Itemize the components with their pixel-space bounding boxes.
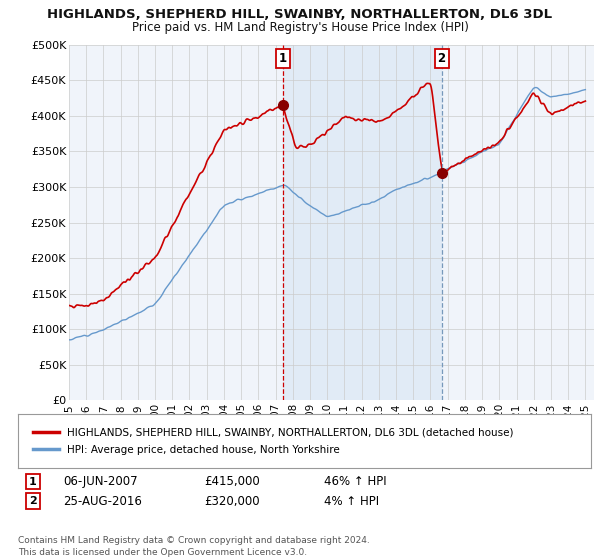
- Text: 1: 1: [29, 477, 37, 487]
- Text: 25-AUG-2016: 25-AUG-2016: [63, 494, 142, 508]
- Text: 06-JUN-2007: 06-JUN-2007: [63, 475, 137, 488]
- Text: £415,000: £415,000: [204, 475, 260, 488]
- Text: 46% ↑ HPI: 46% ↑ HPI: [324, 475, 386, 488]
- Text: 2: 2: [437, 52, 446, 65]
- Text: HIGHLANDS, SHEPHERD HILL, SWAINBY, NORTHALLERTON, DL6 3DL: HIGHLANDS, SHEPHERD HILL, SWAINBY, NORTH…: [47, 8, 553, 21]
- Text: Price paid vs. HM Land Registry's House Price Index (HPI): Price paid vs. HM Land Registry's House …: [131, 21, 469, 34]
- Text: 4% ↑ HPI: 4% ↑ HPI: [324, 494, 379, 508]
- Text: Contains HM Land Registry data © Crown copyright and database right 2024.
This d: Contains HM Land Registry data © Crown c…: [18, 536, 370, 557]
- Bar: [283, 45, 442, 400]
- Text: 2: 2: [29, 496, 37, 506]
- Text: 1: 1: [279, 52, 287, 65]
- Legend: HIGHLANDS, SHEPHERD HILL, SWAINBY, NORTHALLERTON, DL6 3DL (detached house), HPI:: HIGHLANDS, SHEPHERD HILL, SWAINBY, NORTH…: [29, 423, 518, 459]
- Text: £320,000: £320,000: [204, 494, 260, 508]
